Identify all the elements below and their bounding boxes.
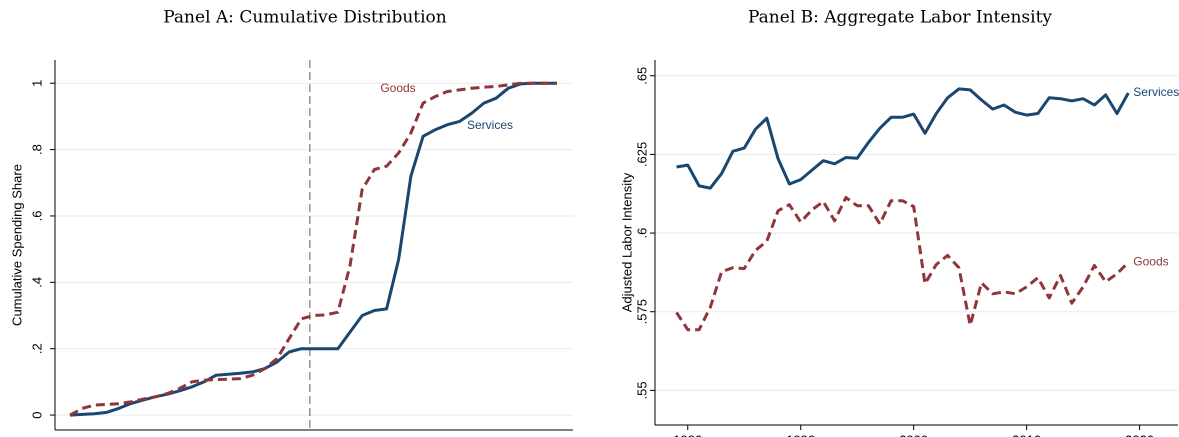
x-tick-label: 2010 [1012, 432, 1041, 437]
series-line [676, 87, 1130, 190]
y-tick-label: .8 [29, 144, 44, 155]
series-label: Services [467, 118, 513, 132]
x-tick-label: 2020 [1125, 432, 1154, 437]
y-tick-label: .575 [634, 299, 649, 324]
series-label: Goods [1133, 254, 1168, 268]
y-tick-label: 0 [29, 411, 44, 418]
series-line [69, 81, 557, 417]
y-tick-label: 1 [29, 80, 44, 87]
x-tick-label: 2000 [899, 432, 928, 437]
y-tick-label: .6 [634, 228, 649, 239]
series-label: Services [1133, 85, 1179, 99]
chart-title: Panel A: Cumulative Distribution [163, 8, 447, 28]
y-tick-label: .6 [29, 211, 44, 222]
series-label: Goods [380, 81, 415, 95]
y-tick-label: .625 [634, 142, 649, 167]
x-tick-label: 1990 [786, 432, 815, 437]
y-tick-label: .4 [29, 277, 44, 288]
y-tick-label: .55 [634, 381, 649, 399]
series-line [69, 81, 557, 417]
y-axis-title: Cumulative Spending Share [9, 164, 24, 326]
y-tick-label: .65 [634, 67, 649, 85]
series-line [675, 196, 1130, 332]
y-axis-title: Adjusted Labor Intensity [619, 172, 634, 312]
chart-title: Panel B: Aggregate Labor Intensity [748, 8, 1052, 28]
x-tick-label: 1980 [673, 432, 702, 437]
y-tick-label: .2 [29, 343, 44, 354]
